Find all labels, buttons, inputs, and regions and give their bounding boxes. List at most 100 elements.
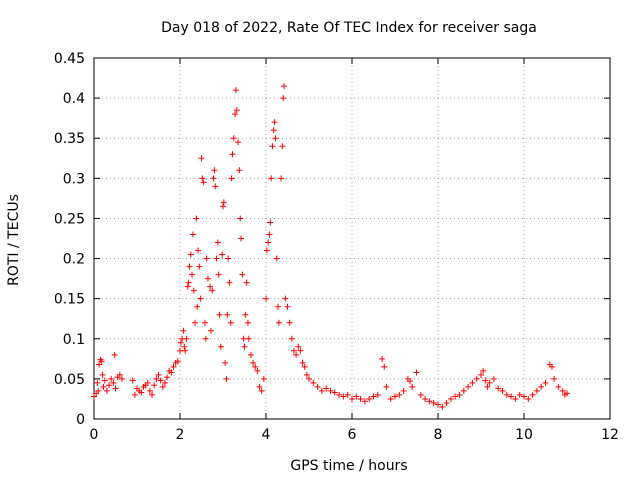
data-point [138,389,145,396]
data-point [220,199,227,206]
data-point [281,83,288,90]
data-point [271,119,278,126]
data-point [207,327,214,334]
data-point [286,319,293,326]
data-point [331,389,338,396]
data-point [512,395,519,402]
data-point [226,279,233,286]
y-tick-label: 0.45 [54,51,85,67]
data-point [159,383,166,390]
data-point [112,385,119,392]
data-point [103,387,110,394]
data-point [357,395,364,402]
data-point [216,311,223,318]
data-point [230,135,237,142]
data-point [490,375,497,382]
y-tick-label: 0.05 [54,372,85,388]
x-tick-label: 8 [434,427,443,443]
data-point [144,379,151,386]
data-point [225,255,232,262]
data-point [299,359,306,366]
data-point [161,379,168,386]
data-point [417,391,424,398]
data-point [232,87,239,94]
data-point [155,371,162,378]
data-point [361,398,368,405]
data-point [185,279,192,286]
data-point [174,358,181,365]
data-point [516,391,523,398]
data-point [482,377,489,384]
data-point [110,379,117,386]
data-point [275,319,282,326]
data-point [252,363,259,370]
data-point [383,383,390,390]
data-point [290,347,297,354]
data-point [521,393,527,400]
data-point [310,379,317,386]
y-tick-label: 0.2 [63,252,85,268]
data-point [443,399,450,406]
axis-ticks: 0 0.05 0.1 0.15 0.2 0.25 0.3 0.35 0.4 0.45 0 2 4 6 8 10… [54,51,619,443]
data-point [202,335,209,342]
data-point [177,347,183,354]
data-point [452,393,459,400]
data-point [480,367,487,374]
data-point [157,377,164,384]
data-point [409,383,416,390]
data-point [181,343,188,350]
data-point [194,303,201,310]
data-point [284,303,291,310]
data-point [247,351,254,358]
data-point [439,403,446,410]
data-point [210,175,217,182]
data-point [224,311,231,318]
data-point [95,387,102,394]
data-point [268,175,275,182]
data-point [108,375,115,382]
data-point [239,271,246,278]
data-point [222,359,229,366]
data-point [116,371,123,378]
data-point [241,343,248,350]
data-point [301,363,308,370]
data-point [413,369,420,376]
data-point [227,319,234,326]
data-point [98,358,105,365]
data-point [94,379,101,386]
data-point [340,393,347,400]
data-point [146,387,153,394]
data-point [260,375,267,382]
data-point [559,387,566,394]
data-point [275,303,282,310]
data-point [273,255,280,262]
x-tick-label: 12 [601,427,619,443]
data-point [265,239,272,246]
data-point [96,361,103,368]
x-tick-label: 2 [176,427,185,443]
data-point [370,393,377,400]
y-tick-label: 0.4 [63,91,85,107]
data-point [551,375,558,382]
data-point [503,391,510,398]
data-point [538,383,545,390]
data-point [269,143,276,150]
data-point [270,127,277,134]
data-point [214,239,221,246]
data-point [195,247,202,254]
data-point [220,203,226,210]
data-point [426,398,433,405]
data-point [129,377,136,384]
data-point [101,377,108,384]
data-point [499,387,506,394]
y-tick-label: 0.35 [54,131,85,147]
data-point [223,375,230,382]
grid [94,58,610,419]
data-point [106,382,113,389]
data-point [164,374,171,381]
data-point [245,335,252,342]
data-point [278,175,285,182]
data-point [118,375,125,382]
data-points [91,83,570,410]
data-point [465,383,472,390]
